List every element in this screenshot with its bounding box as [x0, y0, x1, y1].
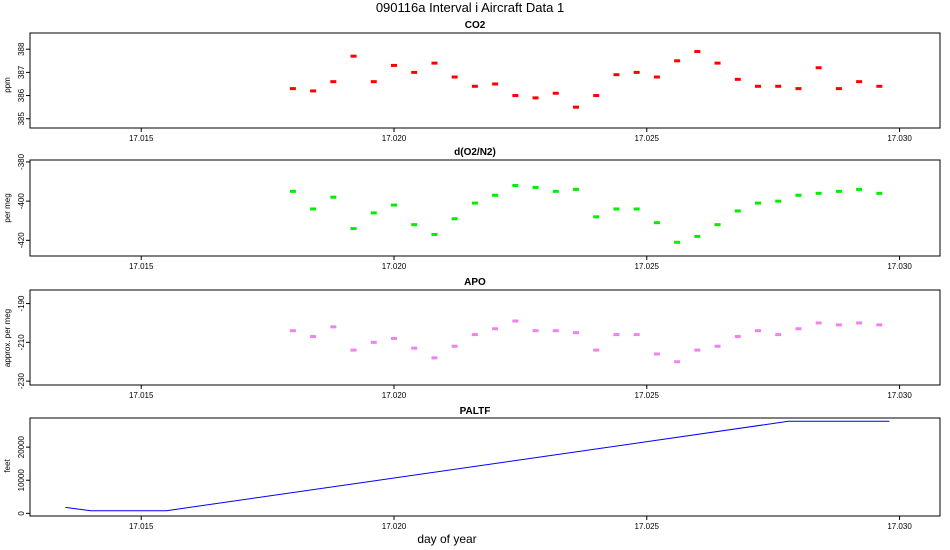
apo-data-points [289, 319, 883, 364]
co2-y-tick-label: 385 [17, 112, 26, 126]
apo-panel-title: APO [464, 277, 486, 288]
paltf-x-tick-label: 17.015 [129, 522, 154, 531]
figure-title: 090116a Interval i Aircraft Data 1 [376, 0, 564, 15]
apo-plot-frame [29, 289, 941, 386]
paltf-x-tick-label: 17.030 [887, 522, 912, 531]
do2n2-y-tick-label: -400 [17, 193, 26, 210]
co2-panel: CO2 ppm 17.015 17.020 17.025 17.030 385 386 38… [3, 20, 941, 143]
co2-x-tick-label: 17.015 [129, 134, 154, 143]
do2n2-x-tick-label: 17.030 [887, 262, 912, 271]
paltf-x-tick-label: 17.025 [635, 522, 660, 531]
apo-y-axis-label: approx. per meg [3, 309, 12, 367]
co2-y-tick-label: 387 [17, 65, 26, 79]
paltf-y-tick-label: 20000 [17, 435, 26, 458]
do2n2-y-tick-label: -380 [17, 153, 26, 170]
co2-y-tick-label: 386 [17, 88, 26, 102]
apo-panel: APO approx. per meg 17.015 17.020 17.025 17… [3, 277, 941, 400]
apo-x-tick-label: 17.025 [635, 391, 660, 400]
do2n2-data-points [289, 183, 883, 244]
do2n2-y-tick-label: -420 [17, 232, 26, 249]
paltf-y-tick-label: 0 [17, 511, 26, 516]
apo-x-tick-label: 17.020 [382, 391, 407, 400]
co2-panel-title: CO2 [465, 20, 486, 31]
co2-data-points [289, 50, 883, 109]
do2n2-x-tick-label: 17.015 [129, 262, 154, 271]
do2n2-x-tick-label: 17.020 [382, 262, 407, 271]
apo-x-tick-label: 17.015 [129, 391, 154, 400]
apo-x-tick-label: 17.030 [887, 391, 912, 400]
do2n2-x-tick-label: 17.025 [635, 262, 660, 271]
co2-x-tick-label: 17.030 [887, 134, 912, 143]
paltf-x-tick-label: 17.020 [382, 522, 407, 531]
paltf-y-axis-label: feet [3, 459, 12, 473]
apo-y-tick-label: -190 [17, 295, 26, 312]
apo-y-tick-label: -210 [17, 334, 26, 351]
paltf-plot-frame [29, 417, 941, 517]
paltf-data-line [65, 420, 890, 512]
paltf-panel-title: PALTF [460, 406, 491, 417]
do2n2-y-axis-label: per meg [3, 193, 12, 222]
co2-plot-frame [29, 32, 941, 129]
co2-y-axis-label: ppm [3, 77, 12, 93]
co2-x-tick-label: 17.020 [382, 134, 407, 143]
do2n2-panel-title: d(O2/N2) [454, 147, 496, 158]
paltf-panel: PALTF feet 17.015 17.020 17.025 17.030 0 1000… [3, 406, 941, 531]
x-axis-label: day of year [417, 532, 476, 546]
do2n2-plot-frame [29, 159, 941, 257]
paltf-series-line [65, 420, 890, 512]
paltf-y-tick-label: 10000 [17, 469, 26, 492]
apo-y-tick-label: -230 [17, 373, 26, 390]
co2-x-tick-label: 17.025 [635, 134, 660, 143]
do2n2-panel: d(O2/N2) per meg 17.015 17.020 17.025 17.03… [3, 147, 941, 271]
co2-y-tick-label: 388 [17, 42, 26, 56]
